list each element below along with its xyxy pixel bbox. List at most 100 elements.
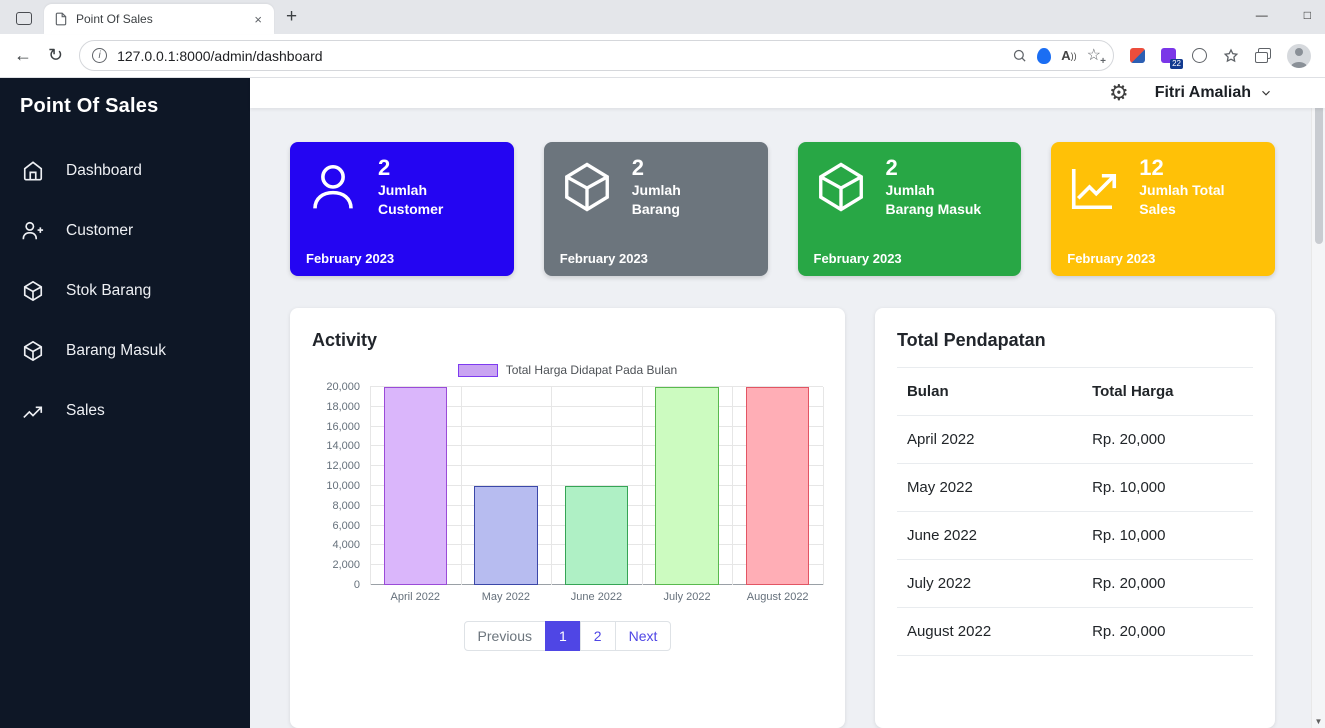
extensions-icon[interactable] xyxy=(1192,48,1207,63)
column-total-harga: Total Harga xyxy=(1082,367,1253,416)
bar-slot xyxy=(642,387,733,585)
table-header-row: Bulan Total Harga xyxy=(896,367,1253,416)
customer-icon xyxy=(313,164,353,209)
table-row: May 2022 Rp. 10,000 xyxy=(896,463,1253,512)
gridline xyxy=(370,386,823,387)
vline xyxy=(370,387,371,585)
pendapatan-panel: Total Pendapatan Bulan Total Harga April… xyxy=(874,308,1275,728)
sidebar-item-customer[interactable]: Customer xyxy=(0,201,250,261)
bar-slot xyxy=(551,387,642,585)
tab-strip: Point Of Sales × + — □ xyxy=(0,0,1325,34)
pagination-page-2[interactable]: 2 xyxy=(579,621,616,651)
topbar: ⚙ Fitri Amaliah xyxy=(250,78,1325,108)
activity-title: Activity xyxy=(312,330,378,350)
tab-favicon xyxy=(54,12,68,26)
chart-bar-april-2022 xyxy=(383,387,447,585)
pagination-previous[interactable]: Previous xyxy=(463,621,546,651)
minimize-button[interactable]: — xyxy=(1255,8,1268,22)
x-tick-label: May 2022 xyxy=(481,591,531,603)
pagination-page-1[interactable]: 1 xyxy=(545,621,581,651)
address-bar: ← ↻ i 127.0.0.1:8000/admin/dashboard A))… xyxy=(0,34,1325,78)
box-icon xyxy=(818,162,863,212)
chevron-down-icon xyxy=(1262,90,1270,96)
chart-bar-august-2022 xyxy=(745,387,810,585)
url-host: 127.0.0.1:8000 xyxy=(117,47,211,64)
stat-card-barang-masuk: 2 Jumlah Barang Masuk February 2023 xyxy=(797,142,1022,276)
y-tick-label: 14,000 xyxy=(326,440,360,453)
page-scrollbar[interactable]: ▲ ▼ xyxy=(1311,78,1325,728)
gridline xyxy=(370,405,823,407)
stat-period: February 2023 xyxy=(559,251,648,266)
gridline xyxy=(370,465,823,467)
x-tick-label: June 2022 xyxy=(570,591,623,603)
url-path: /admin/dashboard xyxy=(210,47,323,64)
y-tick-label: 8,000 xyxy=(332,499,360,512)
favorites-hub-icon[interactable] xyxy=(1223,47,1239,64)
chart-bar-june-2022 xyxy=(564,486,629,585)
y-tick-label: 18,000 xyxy=(326,400,360,413)
vline xyxy=(822,387,824,585)
y-tick-label: 4,000 xyxy=(332,539,360,552)
extension-icon-2[interactable]: 22 xyxy=(1161,48,1183,69)
scrollbar-thumb[interactable] xyxy=(1315,94,1323,244)
gridline xyxy=(370,485,823,486)
box-icon xyxy=(23,340,43,362)
refresh-button[interactable]: ↻ xyxy=(48,45,64,65)
sidebar-item-label: Dashboard xyxy=(66,162,142,179)
back-button[interactable]: ← xyxy=(14,45,32,65)
user-plus-icon xyxy=(22,221,44,240)
sidebar-item-dashboard[interactable]: Dashboard xyxy=(0,141,250,201)
y-tick-label: 6,000 xyxy=(332,519,360,532)
sidebar-item-stok-barang[interactable]: Stok Barang xyxy=(0,261,250,321)
add-favorite-icon[interactable]: ☆ + xyxy=(1086,46,1106,67)
sidebar-item-sales[interactable]: Sales xyxy=(0,381,250,441)
read-aloud-icon[interactable]: A)) xyxy=(1061,48,1077,63)
collections-icon[interactable] xyxy=(1255,48,1271,63)
restore-button[interactable]: □ xyxy=(1303,8,1311,22)
tab-close-button[interactable]: × xyxy=(254,11,262,27)
chart-legend: Total Harga Didapat Pada Bulan xyxy=(312,363,823,377)
user-menu[interactable]: Fitri Amaliah xyxy=(1155,84,1273,102)
trending-up-icon xyxy=(23,406,43,419)
search-icon[interactable] xyxy=(1012,48,1027,63)
y-tick-label: 0 xyxy=(353,579,360,591)
sidebar-item-label: Stok Barang xyxy=(66,282,152,299)
stat-label: Jumlah Barang xyxy=(631,182,681,217)
vline xyxy=(460,387,462,585)
dashboard-content: 2 Jumlah Customer February 2023 xyxy=(250,108,1325,728)
window-controls: — □ xyxy=(1256,8,1311,22)
shield-icon[interactable] xyxy=(1037,47,1052,64)
url-bar[interactable]: i 127.0.0.1:8000/admin/dashboard A)) ☆ + xyxy=(79,40,1114,71)
new-tab-button[interactable]: + xyxy=(286,6,298,27)
scroll-down-button[interactable]: ▼ xyxy=(1314,717,1323,726)
settings-gear-icon[interactable]: ⚙ xyxy=(1108,80,1129,105)
box-icon xyxy=(23,280,43,302)
chart-bar-may-2022 xyxy=(474,486,538,585)
extension-icon-1[interactable] xyxy=(1130,48,1145,63)
tab-actions-icon[interactable] xyxy=(16,12,32,25)
vline xyxy=(641,387,643,585)
stat-card-customer: 2 Jumlah Customer February 2023 xyxy=(290,142,514,276)
table-row: June 2022 Rp. 10,000 xyxy=(896,511,1253,560)
browser-tab[interactable]: Point Of Sales × xyxy=(44,4,274,34)
sidebar-nav: Dashboard Customer Stok Barang Barang Ma… xyxy=(0,141,250,441)
y-tick-label: 12,000 xyxy=(326,460,360,473)
x-tick-label: April 2022 xyxy=(390,591,441,603)
chart-plot xyxy=(370,386,824,585)
stat-period: February 2023 xyxy=(1067,251,1156,266)
activity-panel: Activity Total Harga Didapat Pada Bulan … xyxy=(290,308,845,728)
stat-value: 2 xyxy=(378,155,391,180)
chart-y-axis: 20,000 18,000 16,000 14,000 12,000 10,000 8,00… xyxy=(312,381,370,591)
vline xyxy=(551,387,553,585)
sidebar-item-barang-masuk[interactable]: Barang Masuk xyxy=(0,321,250,381)
site-info-icon[interactable]: i xyxy=(92,48,108,63)
app-title: Point Of Sales xyxy=(20,95,159,117)
user-name: Fitri Amaliah xyxy=(1154,84,1251,101)
profile-avatar[interactable] xyxy=(1287,43,1311,68)
pagination-next[interactable]: Next xyxy=(614,621,672,651)
chart-bars xyxy=(370,387,823,585)
gridline xyxy=(370,425,823,427)
pendapatan-table: Bulan Total Harga April 2022 Rp. 20,000 M… xyxy=(896,367,1253,656)
tab-title: Point Of Sales xyxy=(76,12,153,26)
